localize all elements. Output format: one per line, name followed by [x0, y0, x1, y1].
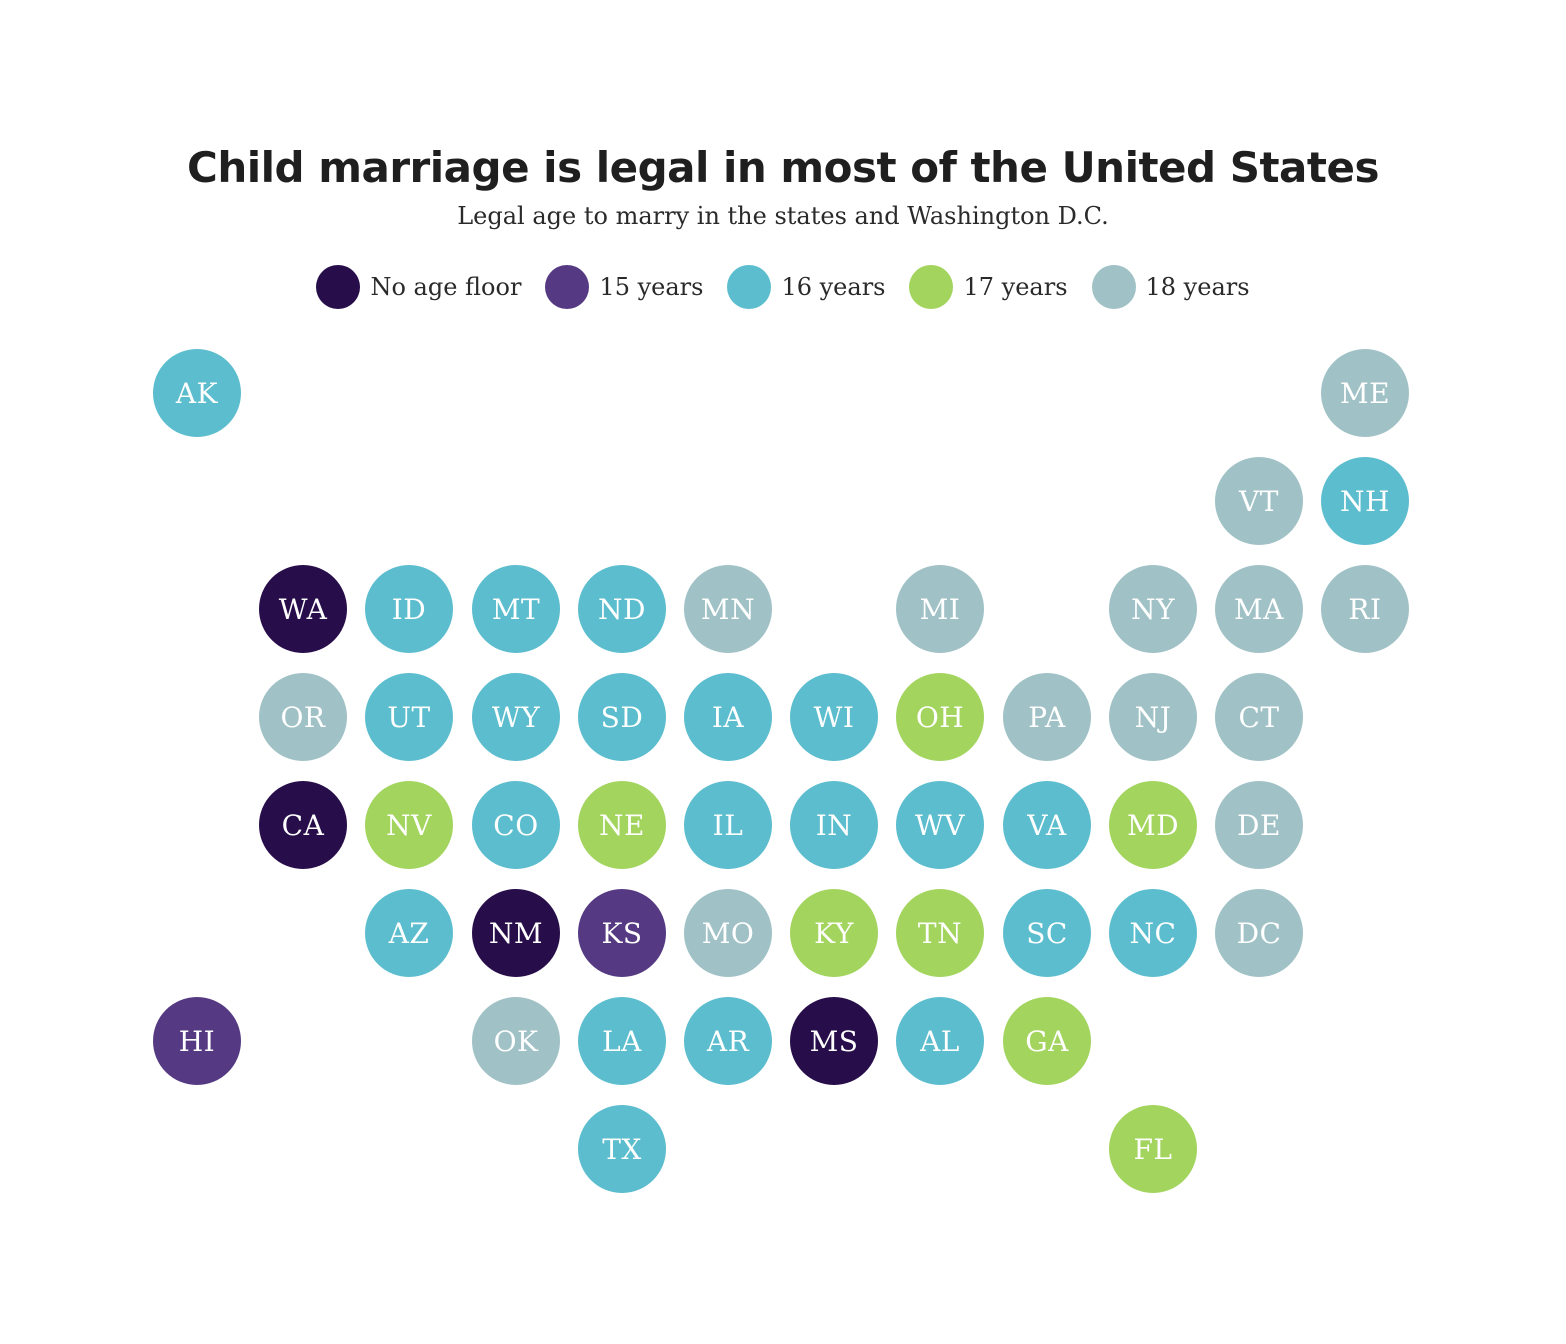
state-ct: CT [1215, 673, 1303, 761]
state-ky: KY [790, 889, 878, 977]
legend-label: 16 years [781, 273, 886, 301]
legend-swatch-18 [1091, 265, 1136, 309]
state-mi: MI [896, 565, 984, 653]
map-title: Child marriage is legal in most of the U… [187, 143, 1379, 192]
legend-swatch-15 [545, 265, 590, 309]
state-ar: AR [684, 997, 772, 1085]
map-subtitle: Legal age to marry in the states and Was… [457, 202, 1109, 230]
state-ak: AK [153, 349, 241, 437]
state-nc: NC [1109, 889, 1197, 977]
state-id: ID [365, 565, 453, 653]
legend-item-none: No age floor [316, 265, 521, 309]
state-la: LA [578, 997, 666, 1085]
legend-swatch-16 [727, 265, 772, 309]
state-wa: WA [259, 565, 347, 653]
state-dc: DC [1215, 889, 1303, 977]
state-ms: MS [790, 997, 878, 1085]
state-al: AL [896, 997, 984, 1085]
state-va: VA [1003, 781, 1091, 869]
state-oh: OH [896, 673, 984, 761]
state-nh: NH [1321, 457, 1409, 545]
state-md: MD [1109, 781, 1197, 869]
state-co: CO [472, 781, 560, 869]
state-ma: MA [1215, 565, 1303, 653]
legend-label: 17 years [963, 273, 1068, 301]
state-nm: NM [472, 889, 560, 977]
state-ok: OK [472, 997, 560, 1085]
state-mt: MT [472, 565, 560, 653]
state-ri: RI [1321, 565, 1409, 653]
state-pa: PA [1003, 673, 1091, 761]
state-nd: ND [578, 565, 666, 653]
state-de: DE [1215, 781, 1303, 869]
legend-item-17: 17 years [909, 265, 1068, 309]
state-az: AZ [365, 889, 453, 977]
state-tn: TN [896, 889, 984, 977]
legend: No age floor 15 years 16 years 17 years 18 y… [0, 264, 1566, 310]
legend-swatch-17 [909, 265, 954, 309]
state-ks: KS [578, 889, 666, 977]
state-ca: CA [259, 781, 347, 869]
legend-item-18: 18 years [1091, 265, 1250, 309]
state-ga: GA [1003, 997, 1091, 1085]
legend-label: No age floor [370, 273, 522, 301]
state-sc: SC [1003, 889, 1091, 977]
legend-item-16: 16 years [727, 265, 885, 309]
state-vt: VT [1215, 457, 1303, 545]
state-ny: NY [1109, 565, 1197, 653]
state-hi: HI [153, 997, 241, 1085]
legend-label: 18 years [1145, 273, 1250, 301]
state-or: OR [259, 673, 347, 761]
state-wv: WV [896, 781, 984, 869]
state-nj: NJ [1109, 673, 1197, 761]
state-ia: IA [684, 673, 772, 761]
legend-item-15: 15 years [545, 265, 703, 309]
state-in: IN [790, 781, 878, 869]
state-nv: NV [365, 781, 453, 869]
state-fl: FL [1109, 1105, 1197, 1193]
state-il: IL [684, 781, 772, 869]
state-sd: SD [578, 673, 666, 761]
state-mn: MN [684, 565, 772, 653]
legend-swatch-none [316, 265, 361, 309]
state-wi: WI [790, 673, 878, 761]
state-tx: TX [578, 1105, 666, 1193]
legend-label: 15 years [599, 273, 704, 301]
state-mo: MO [684, 889, 772, 977]
state-ne: NE [578, 781, 666, 869]
state-wy: WY [472, 673, 560, 761]
state-me: ME [1321, 349, 1409, 437]
state-ut: UT [365, 673, 453, 761]
